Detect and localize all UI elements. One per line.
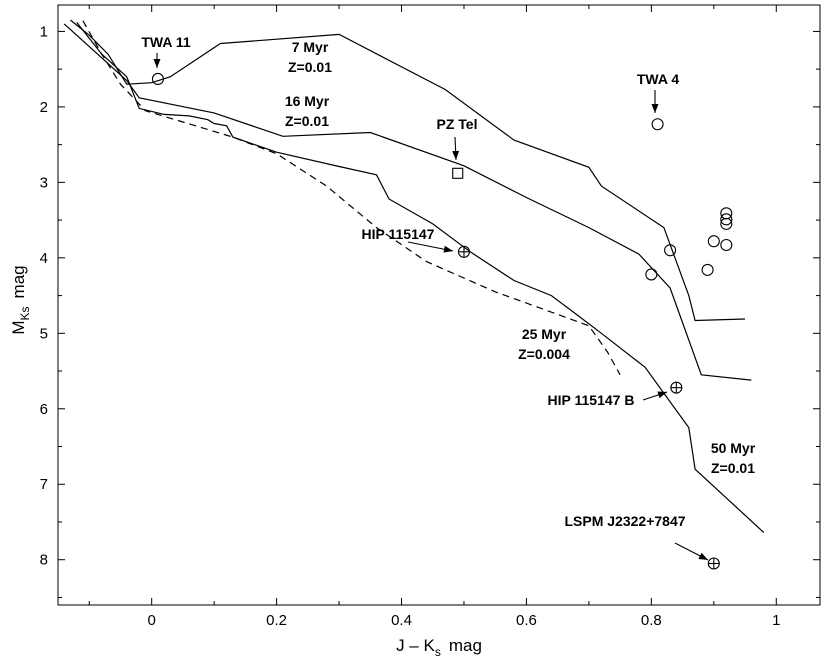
x-tick-label: 1 xyxy=(772,612,780,629)
arrow-pztel xyxy=(452,136,460,161)
circle-marker xyxy=(720,238,733,252)
arrow-head xyxy=(651,104,659,113)
arrow-head xyxy=(153,59,161,68)
arrow-hip115147 xyxy=(407,241,454,253)
star-point xyxy=(670,381,683,394)
y-tick-label: 2 xyxy=(40,99,48,116)
star-label-hip115147b: HIP 115147 B xyxy=(548,392,635,408)
circle-marker xyxy=(645,268,658,281)
star-label-hip115147: HIP 115147 xyxy=(362,226,435,242)
isochrone-line-4 xyxy=(76,22,765,533)
star-marker-layer xyxy=(151,72,733,570)
iso-25myr-age: 25 Myr xyxy=(522,326,567,342)
x-axis-title-unit: mag xyxy=(449,636,482,655)
iso-50myr-age: 50 Myr xyxy=(711,440,756,456)
circle-marker xyxy=(664,244,677,257)
circle-marker xyxy=(720,217,733,230)
arrow-head xyxy=(443,245,453,253)
star-point xyxy=(707,557,720,570)
y-axis-title: MKsmag xyxy=(9,265,32,334)
y-axis-title-subscript: Ks xyxy=(18,306,32,320)
star-point xyxy=(452,167,464,179)
x-tick-label: 0.8 xyxy=(641,612,662,629)
star-point xyxy=(720,213,733,226)
star-point xyxy=(701,263,714,276)
star-point xyxy=(645,268,658,281)
star-point xyxy=(151,72,164,86)
arrow-head xyxy=(698,552,708,560)
circle-marker xyxy=(707,235,720,248)
arrow-head xyxy=(452,150,460,160)
y-tick-label: 8 xyxy=(40,552,48,569)
x-axis-title-subscript: s xyxy=(435,645,441,659)
isochrone-line-1 xyxy=(70,19,746,322)
circle-marker xyxy=(701,263,714,276)
circle-marker xyxy=(720,213,733,226)
star-point xyxy=(720,217,733,230)
x-axis-title: J – Ks mag xyxy=(396,636,482,659)
isochrone-line-3 xyxy=(82,20,621,376)
plot-frame xyxy=(57,4,821,606)
axis-ticks: 0 0.2 0.4 0.6 0.8 1 1 2 3 4 5 6 7 8 xyxy=(40,5,820,629)
y-axis-title-unit: mag xyxy=(9,265,28,298)
y-tick-label: 1 xyxy=(40,23,48,40)
iso-7myr-metallicity: Z=0.01 xyxy=(288,59,332,75)
iso-50myr-metallicity: Z=0.01 xyxy=(711,460,755,476)
star-point xyxy=(720,238,733,252)
arrow-twa11 xyxy=(153,53,161,68)
annotation-arrow-layer xyxy=(153,53,709,561)
iso-16myr-label: 16 Myr Z=0.01 xyxy=(285,93,330,129)
iso-16myr-age: 16 Myr xyxy=(285,93,330,109)
circle-marker xyxy=(151,72,164,86)
star-label-twa11: TWA 11 xyxy=(141,34,190,50)
iso-16myr-metallicity: Z=0.01 xyxy=(285,113,329,129)
square-marker xyxy=(452,167,464,179)
star-label-lspm: LSPM J2322+7847 xyxy=(564,513,685,529)
star-point xyxy=(457,245,471,258)
iso-7myr-label: 7 Myr Z=0.01 xyxy=(288,39,332,75)
iso-50myr-label: 50 Myr Z=0.01 xyxy=(711,440,756,476)
x-tick-label: 0.6 xyxy=(516,612,537,629)
y-tick-label: 5 xyxy=(40,325,48,342)
star-label-pztel: PZ Tel xyxy=(437,116,478,132)
y-tick-label: 6 xyxy=(40,401,48,418)
y-tick-label: 3 xyxy=(40,174,48,191)
arrow-lspm xyxy=(674,542,709,561)
star-point xyxy=(651,118,664,131)
isochrone-layer xyxy=(63,19,765,533)
star-label-twa4: TWA 4 xyxy=(637,71,679,87)
iso-25myr-metallicity: Z=0.004 xyxy=(518,346,570,362)
arrow-head xyxy=(657,391,667,399)
x-tick-label: 0.2 xyxy=(266,612,287,629)
y-tick-label: 7 xyxy=(40,476,48,493)
arrow-twa4 xyxy=(651,90,659,113)
x-tick-label: 0.4 xyxy=(391,612,412,629)
arrow-hip115147b xyxy=(642,391,668,401)
iso-25myr-label: 25 Myr Z=0.004 xyxy=(518,326,570,362)
y-tick-label: 4 xyxy=(40,250,48,267)
star-point xyxy=(664,244,677,257)
x-tick-label: 0 xyxy=(148,612,156,629)
star-point xyxy=(707,235,720,248)
circle-marker xyxy=(651,118,664,131)
iso-7myr-age: 7 Myr xyxy=(292,39,329,55)
